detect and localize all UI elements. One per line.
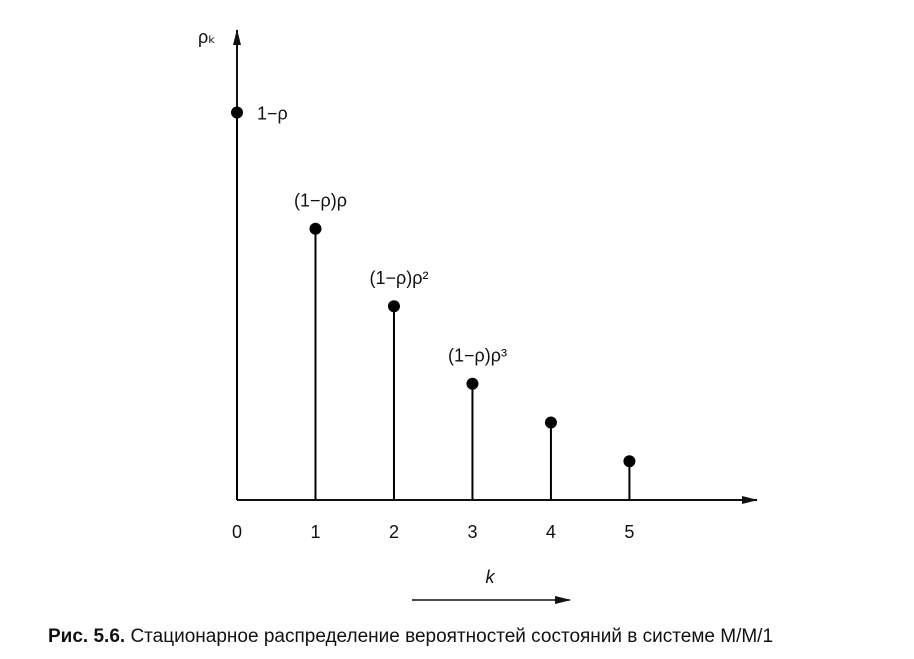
caption: Рис. 5.6. Стационарное распределение вер… [48,626,773,647]
y-axis-label: ρₖ [198,27,216,47]
x-tick-label: 5 [624,522,634,542]
x-tick-label: 3 [467,522,477,542]
x-tick-label: 4 [546,522,556,542]
x-axis-label: k [486,567,496,587]
stem-marker [387,300,400,313]
x-tick-label: 0 [232,522,242,542]
stem-marker [231,106,243,119]
caption-text: Стационарное распределение вероятностей … [130,626,773,647]
point-label: (1−ρ)ρ [294,191,347,211]
caption-label: Рис. 5.6. [48,626,125,647]
point-label: (1−ρ)ρ³ [448,346,507,366]
x-tick-label: 2 [389,522,399,542]
stem-marker [466,377,479,390]
stem-marker [544,416,557,429]
point-label: 1−ρ [257,103,288,123]
point-label: (1−ρ)ρ² [369,268,428,288]
stem-marker [623,455,636,468]
stem-marker [309,222,322,235]
x-tick-label: 1 [310,522,320,542]
